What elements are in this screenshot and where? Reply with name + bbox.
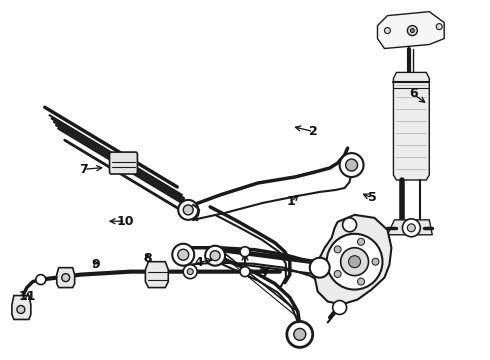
Polygon shape [377,12,444,49]
Circle shape [402,219,420,237]
Circle shape [294,328,306,340]
Text: 10: 10 [117,215,134,228]
Circle shape [17,306,25,314]
FancyBboxPatch shape [110,152,137,174]
Text: 8: 8 [143,252,152,265]
Text: 6: 6 [409,87,417,100]
Text: 2: 2 [309,125,318,138]
Circle shape [310,258,330,278]
Circle shape [172,244,194,266]
Text: 3: 3 [258,267,267,280]
Circle shape [62,274,70,282]
Circle shape [240,267,250,276]
Circle shape [36,275,46,285]
Circle shape [410,28,415,32]
Circle shape [345,159,358,171]
Polygon shape [388,220,432,235]
Circle shape [372,258,379,265]
Circle shape [436,24,442,30]
Text: 4: 4 [194,256,203,269]
Circle shape [341,248,368,276]
Circle shape [340,153,364,177]
Circle shape [210,251,220,261]
Circle shape [178,249,189,260]
Circle shape [358,278,365,285]
Text: 7: 7 [79,163,88,176]
Circle shape [240,247,250,257]
Circle shape [16,300,26,310]
Polygon shape [12,296,31,319]
Polygon shape [146,262,168,288]
Circle shape [287,321,313,347]
Polygon shape [315,215,392,305]
Circle shape [205,246,225,266]
Circle shape [407,26,417,36]
Text: 5: 5 [368,192,376,204]
Polygon shape [57,268,74,288]
Circle shape [183,205,193,215]
Circle shape [343,218,357,232]
Text: 1: 1 [287,195,296,208]
Circle shape [187,269,193,275]
Circle shape [348,256,361,268]
Circle shape [407,224,416,232]
Circle shape [334,270,341,278]
Circle shape [358,238,365,245]
Circle shape [178,200,198,220]
Polygon shape [393,72,429,180]
Circle shape [334,246,341,253]
Circle shape [333,301,346,315]
Text: 9: 9 [92,258,100,271]
Circle shape [327,234,383,289]
Circle shape [183,265,197,279]
Circle shape [385,28,391,33]
Text: 11: 11 [19,290,37,303]
